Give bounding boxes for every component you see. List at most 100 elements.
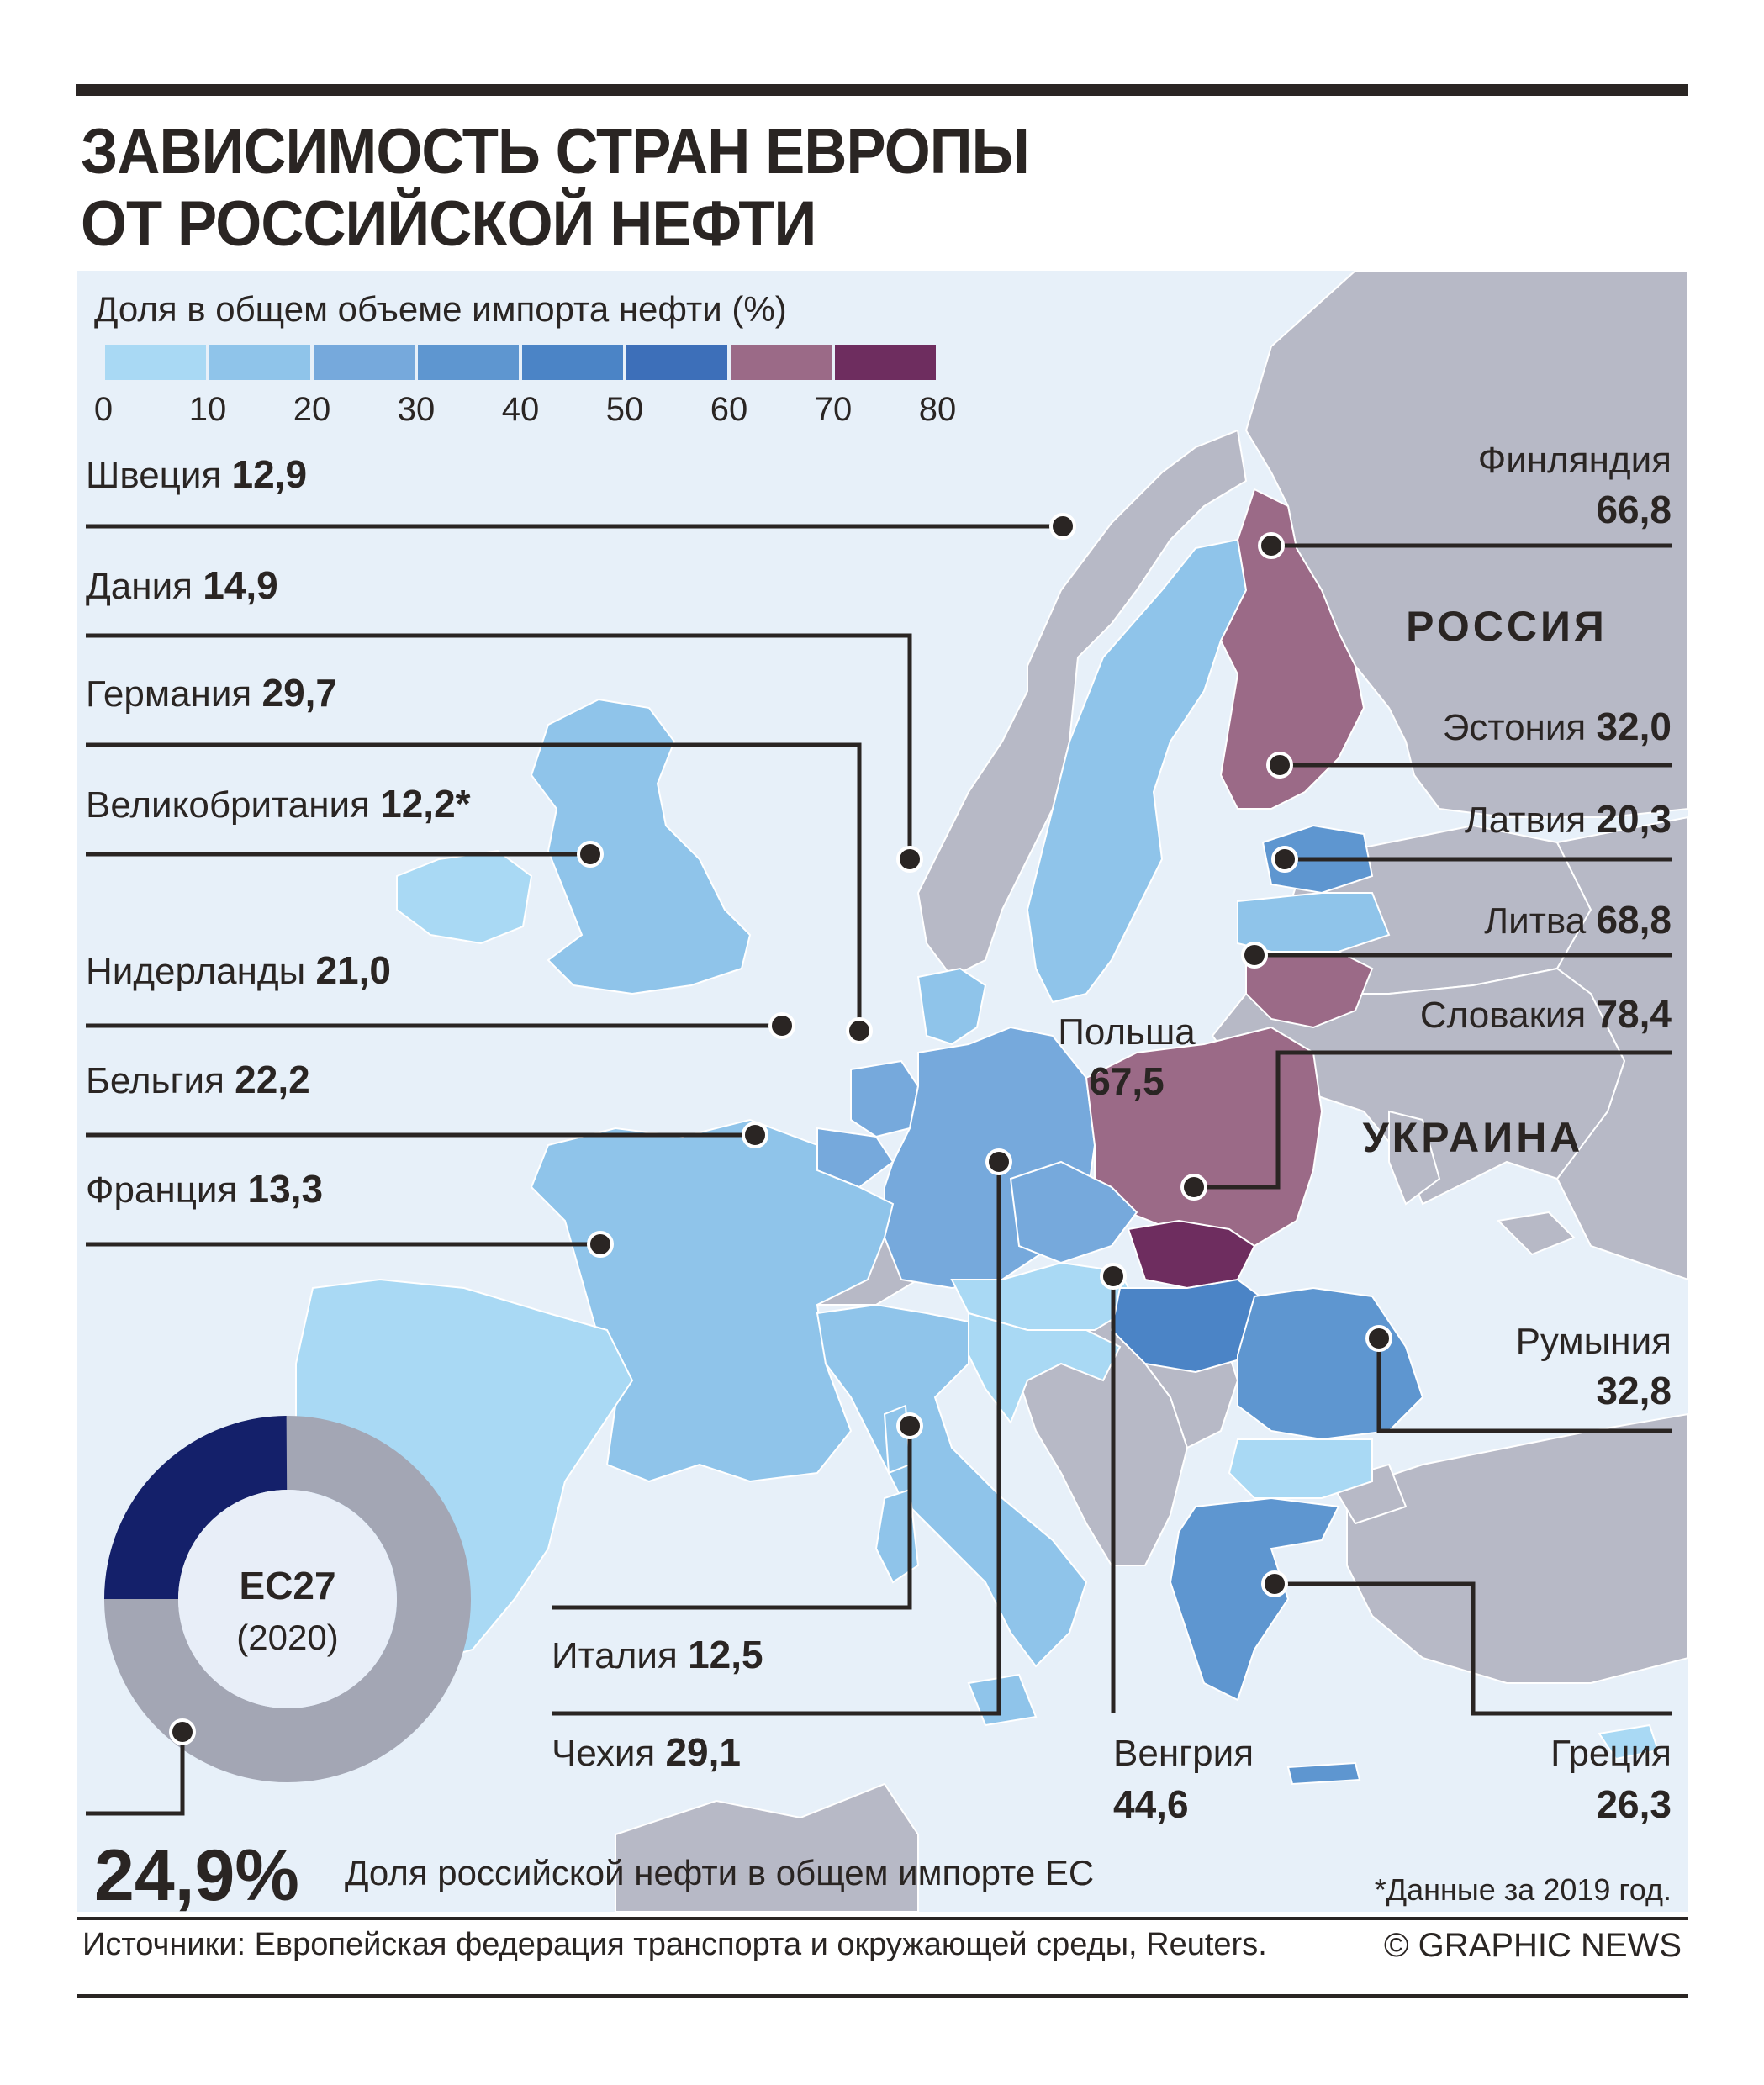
legend: Доля в общем объеме импорта нефти (%) 0 1… [94,289,956,428]
italy-region [816,1303,1088,1668]
legend-swatch [105,345,206,380]
bulgaria-region [1228,1438,1373,1499]
eu-leader-line [86,1732,185,1816]
leader-line-czechia [552,1162,1001,1716]
turkey [1346,1412,1688,1684]
greece-region [1169,1496,1340,1702]
marker-netherlands [768,1012,795,1039]
footnote: *Данные за 2019 год. [1375,1872,1672,1907]
leader-line-italy [552,1426,912,1610]
map-panel: РОССИЯ УКРАИНА Доля в общем объеме импор… [77,271,1688,1912]
label-netherlands: Нидерланды 21,0 [86,948,391,992]
label-greece-name: Греция [1550,1733,1672,1774]
marker-slovakia [1180,1174,1207,1201]
donut-center [178,1490,397,1708]
poland-value: 67,5 [1089,1059,1165,1103]
legend-swatch [626,345,727,380]
sweden-region [1026,538,1248,1004]
eu-leader-dot [169,1718,196,1745]
marker-denmark [896,846,923,873]
marker-italy [896,1412,923,1439]
eu-label: ЕС27 [239,1564,335,1607]
label-czechia: Чехия 29,1 [552,1730,741,1774]
crimea [1496,1211,1576,1256]
leader-line-greece [1275,1581,1672,1716]
cyprus [1598,1723,1660,1760]
legend-tick: 60 [710,391,748,428]
label-russia: РОССИЯ [1406,603,1608,650]
country-callouts: Швеция 12,9 Дания 14,9 Германия 29,7 Велико… [86,440,1672,1826]
denmark-region [916,967,987,1046]
page-title: ЗАВИСИМОСТЬ СТРАН ЕВРОПЫ ОТ РОССИЙСКОЙ Н… [81,116,1030,261]
marker-greece [1261,1570,1288,1597]
label-latvia: Латвия 20,3 [1465,797,1672,841]
label-romania-value: 32,8 [1596,1369,1672,1412]
latvia-region [1237,892,1391,953]
label-hungary-value: 44,6 [1113,1782,1189,1826]
legend-tick: 20 [293,391,331,428]
marker-france [587,1231,614,1258]
label-italy: Италия 12,5 [552,1633,763,1676]
iceland-ireland-uk-ireland [396,849,533,945]
legend-swatch [835,345,936,380]
marker-czechia [985,1148,1012,1175]
legend-swatch [209,345,310,380]
eu-year: (2020) [236,1618,338,1657]
marker-belgium [742,1122,768,1148]
marker-hungary [1100,1263,1127,1290]
label-uk: Великобритания 12,2* [86,782,471,826]
poland-name: Польша [1058,1011,1196,1053]
leader-line-slovakia [1194,1050,1672,1190]
legend-tick: 50 [606,391,644,428]
leader-line-romania [1376,1338,1672,1433]
marker-finland [1258,532,1285,559]
legend-swatch [418,345,519,380]
leader-line-denmark [86,633,912,859]
title-line-2: ОТ РОССИЙСКОЙ НЕФТИ [81,188,816,260]
slovakia-region [1127,1219,1256,1290]
eu-share-caption: Доля российской нефти в общем импорте ЕС [345,1853,1094,1892]
legend-tick: 70 [815,391,853,428]
legend-tick: 0 [94,391,113,428]
marker-germany [846,1017,873,1044]
label-belgium: Бельгия 22,2 [86,1058,310,1101]
marker-estonia [1266,752,1293,779]
label-lithuania: Литва 68,8 [1484,898,1672,942]
marker-uk [577,841,604,868]
legend-title: Доля в общем объеме импорта нефти (%) [94,289,787,329]
label-germany: Германия 29,7 [86,671,337,715]
legend-tick: 30 [398,391,436,428]
label-estonia: Эстония 32,0 [1443,705,1672,748]
label-france: Франция 13,3 [86,1167,323,1211]
moldova [1388,1110,1441,1206]
marker-latvia [1271,846,1298,873]
finland-region [1219,488,1365,810]
top-rule [76,84,1688,96]
label-romania-name: Румыния [1516,1321,1672,1362]
slovenia-croatia-region [968,1312,1122,1425]
marker-sweden [1049,513,1076,540]
north-africa [615,1782,919,1912]
marker-lithuania [1241,942,1268,969]
legend-swatch [522,345,623,380]
label-sweden: Швеция 12,9 [86,452,307,496]
legend-tick: 10 [189,391,227,428]
footer-rule-bottom [77,1994,1688,1998]
title-line-1: ЗАВИСИМОСТЬ СТРАН ЕВРОПЫ [81,116,1030,187]
netherlands-region [850,1059,920,1138]
legend-tick: 40 [502,391,540,428]
label-denmark: Дания 14,9 [86,563,278,607]
czechia-region [1009,1160,1138,1264]
label-slovakia: Словакия 78,4 [1420,992,1672,1036]
legend-swatch [314,345,415,380]
leader-line-germany [86,742,862,1031]
eu-donut [104,1416,471,1782]
label-ukraine: УКРАИНА [1363,1114,1584,1161]
marker-romania [1365,1325,1392,1352]
footer-rule-top [77,1917,1688,1920]
legend-swatch [731,345,832,380]
label-hungary-name: Венгрия [1113,1733,1254,1774]
legend-tick: 80 [919,391,957,428]
label-greece-value: 26,3 [1596,1782,1672,1826]
crete [1286,1761,1361,1786]
